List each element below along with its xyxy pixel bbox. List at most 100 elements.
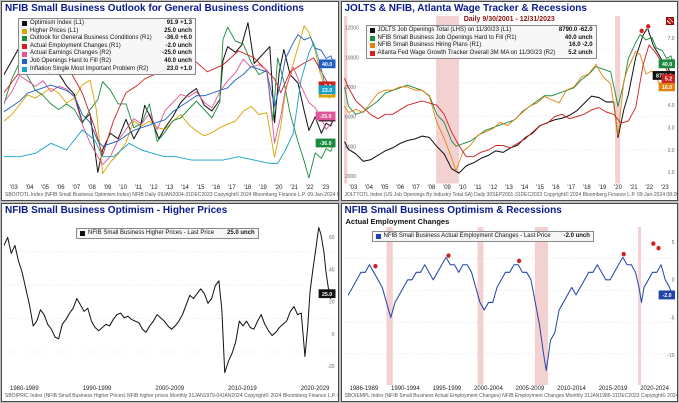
x-tick-label: '06 xyxy=(396,184,405,191)
legend-label: Job Openings Hard to Fill (R2) xyxy=(30,57,112,64)
x-tick-label: '05 xyxy=(380,184,389,191)
x-tick-label: '20 xyxy=(614,184,622,191)
legend-value: 16.0 -2.0 xyxy=(568,42,593,49)
x-tick-label: '20 xyxy=(274,184,283,191)
axis-tick-label: -5 xyxy=(670,315,675,321)
axis-tick-label: 10000 xyxy=(344,55,358,61)
x-tick-label: '22 xyxy=(645,184,654,191)
panel-title: NFIB Small Business Optimism - Higher Pr… xyxy=(5,204,228,216)
legend-item: NFIB Small Business Hiring Plans (R1) 16.… xyxy=(369,42,593,50)
chart-area: 91.925.0-36.0-2.0-25.040.023.0 Optimism … xyxy=(4,16,336,184)
legend-item: Outlook for General Business Conditions … xyxy=(22,35,192,43)
x-tick-label: 2015-2019 xyxy=(598,386,628,392)
x-tick-label: '19 xyxy=(259,184,267,191)
chart-legend: NFIB Small Business Actual Employment Ch… xyxy=(371,230,594,243)
legend-value: -36.0 +6.0 xyxy=(164,35,192,42)
x-tick-label: '23 xyxy=(660,184,669,191)
legend-item: Higher Prices (L1) 25.0 unch xyxy=(22,28,192,36)
axis-tick-label: 60 xyxy=(329,235,335,241)
x-tick-label: '04 xyxy=(25,184,34,191)
legend-label: Actual Earnings Changes (R2) xyxy=(30,50,112,57)
legend-swatch-icon xyxy=(22,66,27,72)
last-value-badge xyxy=(658,59,675,69)
x-tick-label: '21 xyxy=(290,184,299,191)
x-tick-label: '11 xyxy=(134,184,143,191)
x-tick-label: '10 xyxy=(458,184,467,191)
x-tick-label: '17 xyxy=(567,184,576,191)
last-value-badge xyxy=(661,74,675,83)
axis-tick-label: 12000 xyxy=(344,26,358,32)
x-tick-label: '03 xyxy=(10,184,18,191)
x-tick-label: '18 xyxy=(582,184,591,191)
axis-tick-label: 0 xyxy=(332,331,335,337)
chart-canvas-nfib-outlook[interactable]: 91.925.0-36.0-2.0-25.040.023.0 xyxy=(4,16,336,184)
axis-tick-label: 4000 xyxy=(344,144,355,150)
x-tick-label: '07 xyxy=(72,184,81,191)
legend-value: 25.0 unch xyxy=(227,229,255,236)
last-value-badge xyxy=(658,82,675,92)
axis-tick-label: 20 xyxy=(329,299,335,305)
panel-jolts-wage-tracker: JOLTS & NFIB, Atlanta Wage Tracker & Rec… xyxy=(340,1,678,201)
last-value-badge xyxy=(318,59,336,69)
last-value-badge-text: 23.0 xyxy=(322,88,332,94)
alert-flag-icon xyxy=(666,17,674,25)
x-tick-label: 2020-2024 xyxy=(640,386,669,392)
legend-value: 8790.0 -62.0 xyxy=(558,27,593,33)
legend-label: NFIB Small Business Actual Employment Ch… xyxy=(383,232,551,239)
series-higher-prices xyxy=(4,25,335,175)
legend-label: Atlanta Fed Wage Growth Tracker Overall … xyxy=(377,49,556,56)
x-tick-label: '17 xyxy=(227,184,236,191)
last-value-badge-text: 25.0 xyxy=(322,291,332,297)
legend-item: NFIB Small Business Job Openings Hard to… xyxy=(369,34,593,43)
annotation-marker xyxy=(372,262,378,269)
x-tick-label: '03 xyxy=(349,184,358,191)
recession-band xyxy=(637,226,641,385)
legend-item: Optimism Index (L1) 91.9 +1.3 xyxy=(22,20,192,28)
x-tick-label: '12 xyxy=(149,184,158,191)
x-tick-label: 2010-2019 xyxy=(228,386,257,392)
legend-item: Actual Employment Changes (R1) -2.0 unch xyxy=(22,43,192,51)
legend-swatch-icon xyxy=(369,35,375,41)
chart-canvas-higher-prices[interactable]: 60 40 20 0 -20 25.0 xyxy=(4,218,336,386)
legend-value: -2.0 unch xyxy=(563,232,590,239)
x-axis-labels: '03 '04 '05 '06 '07 '08 '09 '10 '11 '12 '13 '14 '15 '… xyxy=(342,184,678,192)
axis-tick-label: 7.0 xyxy=(667,36,674,42)
legend-label: NFIB Small Business Hiring Plans (R1) xyxy=(377,42,482,49)
x-tick-label: '06 xyxy=(56,184,65,191)
panel-footer: SBOIEMPL Index (NFIB Small Business Actu… xyxy=(344,393,678,399)
legend-value: -2.0 unch xyxy=(165,42,192,49)
x-tick-label: 2000-2009 xyxy=(155,386,185,392)
annotation-marker xyxy=(650,240,656,246)
legend-value: -25.0 unch xyxy=(162,50,192,57)
axis-tick-label: 40 xyxy=(329,267,335,273)
legend-swatch-icon xyxy=(22,28,27,34)
series-nfib-hiring-plans xyxy=(343,50,673,172)
x-tick-label: '15 xyxy=(196,184,205,191)
legend-swatch-icon xyxy=(22,21,27,27)
legend-label: NFIB Small Business Job Openings Hard to… xyxy=(377,34,517,41)
axis-tick-label: 0 xyxy=(671,277,674,283)
recession-band xyxy=(614,16,620,184)
chart-canvas-employment[interactable]: 5 0 -5 -10 -2.0 xyxy=(343,226,676,386)
x-tick-label: 2020-2029 xyxy=(300,386,330,392)
annotation-marker xyxy=(445,252,451,258)
chart-area: Daily 9/30/2001 - 12/31/2023 12000 10000 8… xyxy=(343,16,675,184)
last-value-badge-text: 5.2 xyxy=(664,76,671,82)
x-tick-label: 2010-2014 xyxy=(557,386,586,392)
chart-date-range: Daily 9/30/2001 - 12/31/2023 xyxy=(463,16,555,23)
chart-legend: NFIB Small Business Higher Prices - Last… xyxy=(76,227,259,240)
axis-tick-label: 5 xyxy=(671,239,674,245)
annotation-marker xyxy=(645,23,651,30)
x-tick-label: '05 xyxy=(41,184,50,191)
x-tick-label: 1995-1999 xyxy=(432,386,462,392)
panel-title: JOLTS & NFIB, Atlanta Wage Tracker & Rec… xyxy=(344,3,587,14)
annotation-marker xyxy=(655,244,661,251)
series-optimism-index xyxy=(4,22,335,173)
series-higher-prices-long xyxy=(4,226,334,373)
legend-swatch-icon xyxy=(22,51,27,57)
x-tick-label: '07 xyxy=(411,184,420,191)
legend-value: 40.0 unch xyxy=(164,57,192,64)
legend-value: 25.0 unch xyxy=(164,27,192,34)
series-actual-employment-changes-long xyxy=(347,256,673,371)
panel-footer: JOLTTOTL Index (US Job Openings By Indus… xyxy=(344,191,678,198)
